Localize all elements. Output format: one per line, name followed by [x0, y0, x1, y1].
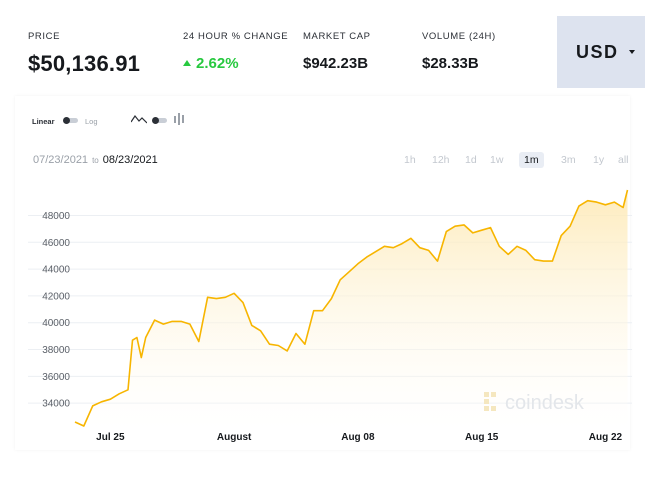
y-tick-label: 46000: [42, 238, 70, 249]
y-tick-label: 36000: [42, 372, 70, 383]
change-value-wrap: 2.62%: [183, 55, 288, 72]
range-all[interactable]: all: [618, 154, 629, 166]
scale-toggle-knob: [63, 117, 70, 124]
caret-down-icon: [629, 50, 635, 54]
line-chart-icon[interactable]: [131, 114, 147, 124]
range-selector: 1h 12h 1d 1w 1m 3m 1y all: [0, 152, 660, 168]
market-cap-label: MARKET CAP: [303, 31, 371, 42]
price-stat: PRICE $50,136.91: [28, 31, 140, 77]
y-tick-label: 34000: [42, 399, 70, 410]
coindesk-logo-icon: [484, 392, 496, 411]
y-tick-label: 48000: [42, 211, 70, 222]
scale-linear-option[interactable]: Linear: [32, 117, 55, 126]
volume-stat: VOLUME (24H) $28.33B: [422, 31, 496, 72]
x-tick-label: August: [217, 432, 252, 443]
range-1m[interactable]: 1m: [519, 152, 544, 168]
date-from[interactable]: 07/23/2021: [33, 154, 89, 166]
scale-toggle[interactable]: [63, 117, 78, 124]
x-tick-label: Aug 08: [341, 432, 375, 443]
range-1w[interactable]: 1w: [490, 154, 504, 166]
date-to-label: to: [92, 156, 99, 165]
date-to[interactable]: 08/23/2021: [102, 154, 158, 166]
range-3m[interactable]: 3m: [561, 154, 576, 166]
y-tick-label: 44000: [42, 265, 70, 276]
x-tick-label: Aug 15: [465, 432, 499, 443]
volume-label: VOLUME (24H): [422, 31, 496, 42]
watermark-text: coindesk: [505, 392, 585, 414]
chart-type-toggle[interactable]: [152, 117, 167, 124]
price-value: $50,136.91: [28, 51, 141, 76]
price-line: [74, 189, 629, 427]
candlestick-icon[interactable]: [173, 113, 185, 125]
change-stat: 24 HOUR % CHANGE 2.62%: [183, 31, 288, 72]
y-tick-label: 40000: [42, 318, 70, 329]
x-tick-label: Jul 25: [96, 432, 125, 443]
range-12h[interactable]: 12h: [432, 154, 450, 166]
coindesk-watermark: coindesk: [484, 392, 585, 414]
scale-log-option[interactable]: Log: [85, 117, 98, 126]
currency-select[interactable]: USD: [557, 16, 645, 88]
range-1h[interactable]: 1h: [404, 154, 416, 166]
range-1d[interactable]: 1d: [465, 154, 477, 166]
date-range: 07/23/2021 to 08/23/2021: [33, 150, 158, 168]
price-label: PRICE: [28, 31, 61, 42]
market-cap-stat: MARKET CAP $942.23B: [303, 31, 371, 72]
currency-label: USD: [576, 41, 619, 62]
y-tick-label: 38000: [42, 345, 70, 356]
y-tick-label: 42000: [42, 291, 70, 302]
stats-header: PRICE $50,136.91 24 HOUR % CHANGE 2.62% …: [0, 0, 660, 92]
range-1y[interactable]: 1y: [593, 154, 605, 166]
arrow-up-icon: [183, 60, 191, 66]
change-label: 24 HOUR % CHANGE: [183, 31, 289, 42]
change-value: 2.62%: [196, 55, 239, 72]
market-cap-value: $942.23B: [303, 55, 369, 72]
price-area: [75, 190, 628, 430]
volume-value: $28.33B: [422, 55, 479, 72]
x-tick-label: Aug 22: [589, 432, 623, 443]
chart-type-toggle-knob: [152, 117, 159, 124]
